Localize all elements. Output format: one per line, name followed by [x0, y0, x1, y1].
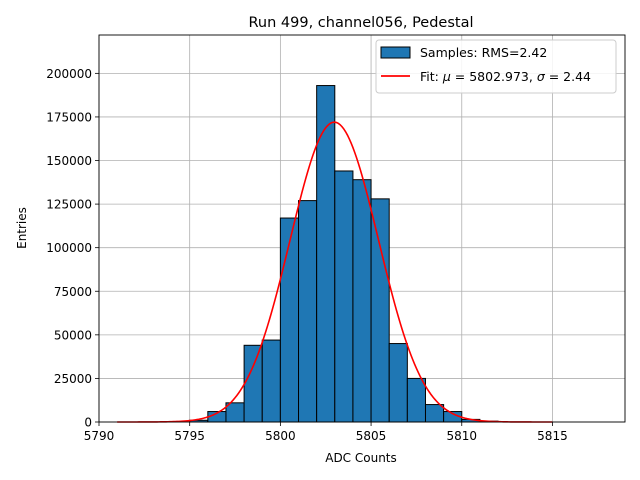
legend-fit-part: = 2.44 [545, 69, 591, 84]
x-tick-label: 5810 [446, 429, 477, 443]
y-axis-ticks: 0 25000 50000 75000 100000 125000 150000 175000… [46, 67, 99, 430]
y-tick-label: 150000 [46, 154, 92, 168]
histogram-bar [298, 200, 318, 423]
legend-label-fit: Fit: μ = 5802.973, σ = 2.44 [420, 69, 591, 84]
legend-swatch-samples [380, 46, 411, 59]
y-axis-label: Entries [15, 207, 29, 249]
y-tick-label: 0 [84, 416, 92, 430]
x-tick-label: 5790 [84, 429, 115, 443]
legend: Samples: RMS=2.42 Fit: μ = 5802.973, σ =… [375, 39, 617, 94]
histogram-bar [370, 198, 390, 423]
y-tick-label: 50000 [54, 328, 92, 342]
x-tick-label: 5795 [174, 429, 205, 443]
histogram-bar [243, 344, 263, 423]
x-axis-label: ADC Counts [325, 451, 397, 465]
chart-title: Run 499, channel056, Pedestal [248, 15, 473, 31]
histogram-bar [424, 404, 445, 423]
legend-fit-part: = 5802.973, [451, 69, 537, 84]
histogram-bars [189, 85, 499, 423]
y-tick-label: 125000 [46, 198, 92, 212]
x-axis-ticks: 5790 5795 5800 5805 5810 5815 [84, 422, 568, 443]
y-tick-label: 100000 [46, 241, 92, 255]
x-tick-label: 5805 [356, 429, 387, 443]
histogram-bar [225, 402, 245, 423]
legend-label-samples: Samples: RMS=2.42 [420, 45, 547, 60]
legend-box [375, 39, 617, 94]
fit-curve [117, 121, 553, 423]
histogram-bar [261, 339, 281, 423]
legend-fit-mu: μ [442, 69, 451, 84]
histogram-bar [316, 85, 336, 423]
y-tick-label: 200000 [46, 67, 92, 81]
histogram-bar [352, 179, 372, 423]
histogram-bar [334, 170, 354, 423]
y-tick-label: 75000 [54, 285, 92, 299]
legend-fit-part: Fit: [420, 69, 443, 84]
histogram-bar [406, 377, 426, 423]
histogram-bar [279, 217, 300, 423]
histogram-bar [388, 343, 408, 423]
legend-fit-sigma: σ [537, 69, 546, 84]
plot-frame [98, 34, 626, 423]
y-tick-label: 25000 [54, 372, 92, 386]
x-tick-label: 5815 [537, 429, 568, 443]
y-tick-label: 175000 [46, 110, 92, 124]
x-tick-label: 5800 [265, 429, 296, 443]
